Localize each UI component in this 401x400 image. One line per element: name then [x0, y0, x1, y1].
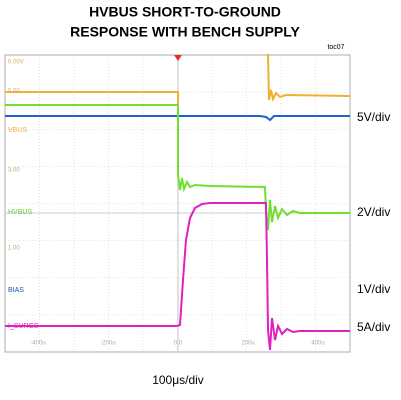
level-label: 1.00: [8, 246, 20, 252]
isurge-trace: [5, 202, 350, 351]
time-label: 0.0: [174, 341, 183, 347]
title-line: RESPONSE WITH BENCH SUPPLY: [70, 24, 300, 40]
time-label: -400u: [30, 341, 45, 347]
channel-label: HVBUS: [8, 209, 32, 216]
channel-label: I_SURGE: [8, 323, 39, 330]
channel-label: BIAS: [8, 287, 24, 294]
title-line: HVBUS SHORT-TO-GROUND: [89, 4, 281, 20]
timebase: 100μs/div: [152, 373, 204, 387]
bias-trace: [5, 115, 350, 122]
hvbus-trace: [5, 104, 350, 231]
channel-scale: 5A/div: [357, 320, 390, 334]
vbus-trace: [267, 54, 351, 102]
time-label: 200u: [241, 341, 254, 347]
trigger-marker: [174, 55, 182, 61]
figure-id: toc07: [327, 44, 344, 51]
channel-scale: 5V/div: [357, 110, 390, 124]
level-label: 6.00V: [8, 60, 24, 66]
channel-scale: 2V/div: [357, 205, 390, 219]
time-label: -200u: [100, 341, 115, 347]
channel-scale: 1V/div: [357, 282, 390, 296]
scope-screen: 6.00V 5.00 3.00 1.00 VBUS HVBUS BIAS I_S…: [4, 54, 351, 353]
level-label: 3.00: [8, 168, 20, 174]
time-label: 400u: [311, 341, 324, 347]
level-label: 5.00: [8, 89, 20, 95]
channel-label: VBUS: [8, 127, 27, 134]
